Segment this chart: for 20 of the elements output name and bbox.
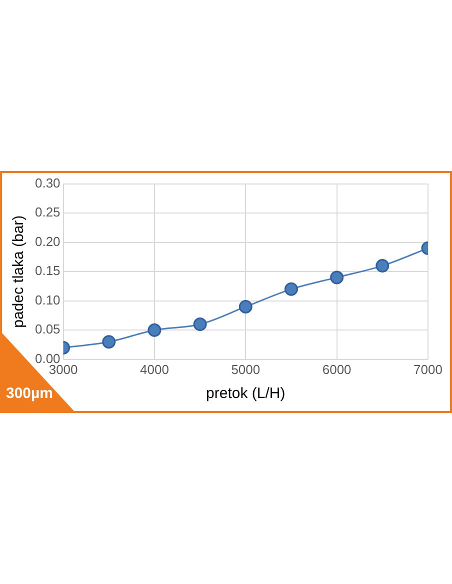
y-tick-label: 0.15 <box>34 263 60 278</box>
point <box>376 258 390 272</box>
point <box>102 335 116 349</box>
x-tick-label: 7000 <box>414 362 442 377</box>
y-tick-label: 0.20 <box>34 234 60 249</box>
text: 300µm <box>6 385 54 402</box>
x-tick-label: 6000 <box>322 362 352 377</box>
y-axis-title: padec tlaka (bar) <box>10 215 28 328</box>
x-tick-label: 4000 <box>140 362 169 377</box>
point <box>238 300 252 314</box>
y-tick-label: 0.10 <box>34 292 60 308</box>
x-tick-label: 5000 <box>231 362 260 377</box>
point <box>284 282 298 296</box>
y-tick-label: 0.05 <box>34 322 60 337</box>
point <box>330 270 344 284</box>
point <box>193 318 207 332</box>
x-axis-title: pretok (L/H) <box>206 385 286 402</box>
point <box>148 323 162 337</box>
y-tick-label: 0.30 <box>34 175 60 190</box>
y-tick-label: 0.25 <box>34 204 60 220</box>
